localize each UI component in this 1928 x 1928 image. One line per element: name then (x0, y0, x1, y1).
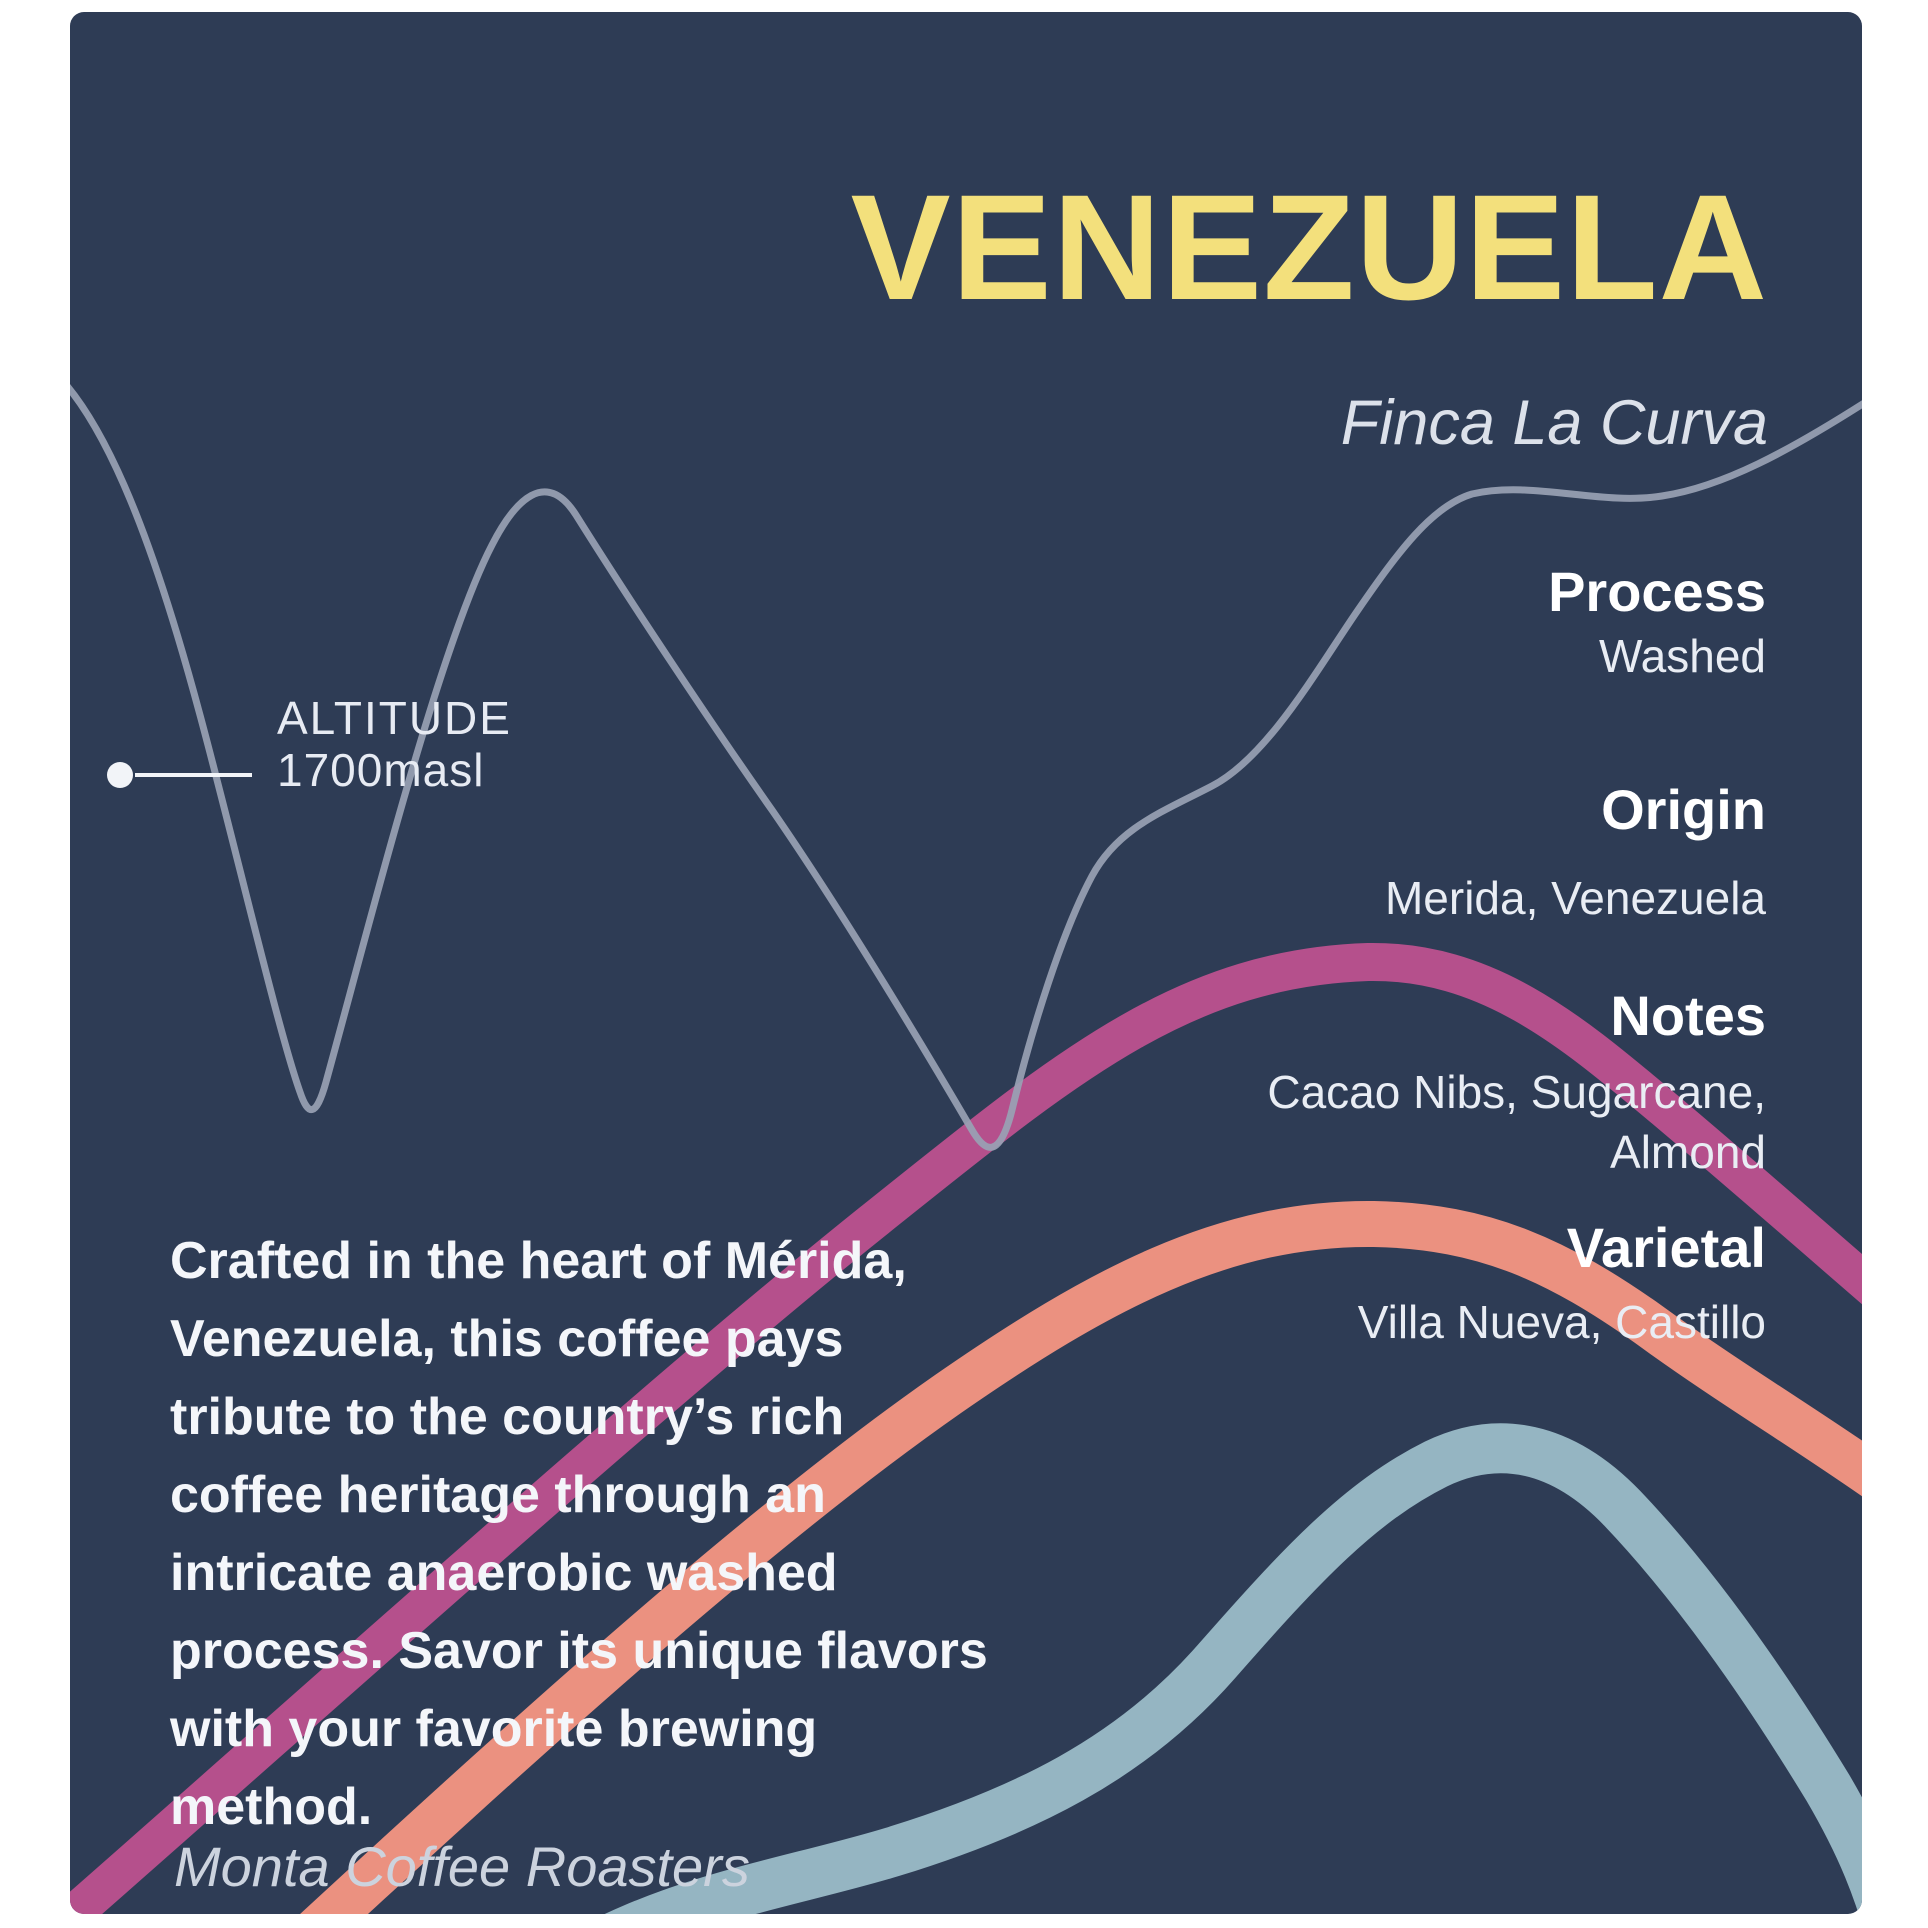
origin-value: Merida, Venezuela (1384, 872, 1766, 924)
description-line: process. Savor its unique flavors (170, 1622, 988, 1680)
label-panel (70, 12, 1862, 1914)
notes-heading: Notes (1610, 984, 1766, 1047)
description-line: tribute to the country’s rich (170, 1388, 845, 1446)
process-value: Washed (1598, 630, 1766, 682)
description-line: coffee heritage through an (170, 1466, 826, 1524)
altitude-profile-line (70, 384, 1862, 1151)
varietal-value: Villa Nueva, Castillo (1357, 1296, 1766, 1348)
pink-curve (70, 942, 1862, 1914)
description-line: Venezuela, this coffee pays (170, 1310, 844, 1368)
info-block-notes: Notes Cacao Nibs, Sugarcane, Almond (1267, 984, 1766, 1182)
farm-subtitle: Finca La Curva (1340, 388, 1768, 458)
description-line: Crafted in the heart of Mérida, (170, 1232, 907, 1290)
description-paragraph: Crafted in the heart of Mérida, Venezuel… (170, 1222, 988, 1846)
process-heading: Process (1548, 560, 1766, 623)
salmon-curve (300, 1200, 1862, 1914)
altitude-label: ALTITUDE (277, 692, 512, 744)
description-line: with your favorite brewing (170, 1700, 818, 1758)
notes-value: Cacao Nibs, Sugarcane, Almond (1267, 1066, 1766, 1178)
description-line: intricate anaerobic washed (170, 1544, 838, 1602)
info-block-origin: Origin Merida, Venezuela (1385, 778, 1766, 928)
blue-curve (604, 1423, 1862, 1914)
varietal-heading: Varietal (1566, 1216, 1766, 1279)
decorative-curves (70, 384, 1862, 1914)
description-line: method. (170, 1778, 373, 1836)
altitude-callout: ALTITUDE 1700masl (277, 692, 512, 796)
altitude-dot (107, 762, 133, 788)
roaster-name: Monta Coffee Roasters (174, 1835, 750, 1898)
altitude-value: 1700masl (277, 744, 485, 796)
country-title: VENEZUELA (850, 163, 1768, 331)
info-block-varietal: Varietal Villa Nueva, Castillo (1358, 1216, 1766, 1352)
origin-heading: Origin (1601, 778, 1766, 841)
info-block-process: Process Washed (1548, 560, 1766, 686)
